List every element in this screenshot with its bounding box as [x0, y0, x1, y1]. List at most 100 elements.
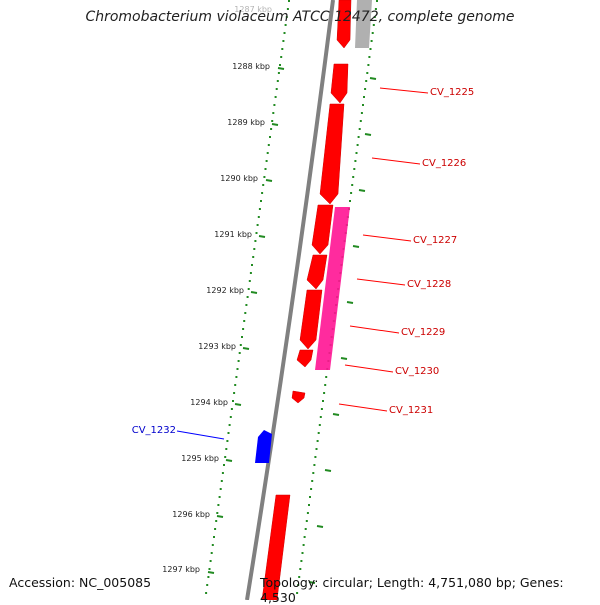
inner-guide-dot [224, 456, 227, 458]
outer-guide-dot [316, 440, 319, 442]
inner-major-tick [216, 515, 224, 518]
tick-label-1297: 1297 kbp [162, 565, 200, 574]
inner-guide-dot [269, 136, 271, 138]
gene-arrow-cv-1231 [291, 390, 306, 404]
gene-label-cv-1229: CV_1229 [401, 327, 445, 338]
outer-guide-dot [349, 200, 351, 202]
gene-arrow-cv-1232 [255, 430, 272, 463]
inner-guide-dot [238, 352, 241, 354]
inner-guide-dot [214, 528, 217, 530]
outer-guide-dot [322, 400, 324, 402]
outer-major-tick [324, 469, 332, 472]
leader-cv-1232 [176, 430, 225, 440]
inner-guide-dot [236, 368, 239, 370]
inner-guide-dot [230, 408, 233, 410]
leader-cv-1226 [371, 157, 421, 165]
inner-guide-dot [226, 440, 229, 442]
outer-guide-dot [368, 56, 371, 58]
leader-cv-1227 [362, 234, 412, 242]
outer-guide-dot [320, 408, 323, 410]
gene-arrow-cv-top [336, 0, 352, 49]
outer-guide-dot [374, 8, 377, 10]
inner-guide-dot [219, 488, 222, 490]
inner-guide-dot [260, 200, 262, 202]
outer-guide-dot [304, 528, 307, 530]
outer-guide-dot [365, 80, 368, 82]
tick-label-1290: 1290 kbp [220, 174, 258, 183]
tick-label-1291: 1291 kbp [214, 230, 252, 239]
gene-arrow-cv-1225 [330, 63, 349, 104]
genome-backbone [245, 0, 335, 600]
gene-arrow-cv-1229 [299, 289, 323, 350]
gene-label-cv-1228: CV_1228 [407, 279, 451, 290]
inner-guide-dot [227, 432, 230, 434]
grey-feature [355, 0, 372, 48]
inner-guide-dot [243, 320, 246, 322]
inner-guide-dot [285, 16, 288, 18]
inner-guide-dot [205, 592, 208, 594]
inner-guide-dot [228, 424, 231, 426]
outer-guide-dot [350, 192, 353, 194]
inner-guide-dot [249, 272, 252, 274]
inner-guide-dot [244, 312, 247, 314]
inner-major-tick [225, 459, 233, 462]
gene-features [255, 0, 372, 600]
outer-guide-dot [300, 560, 303, 562]
inner-guide-dot [225, 448, 228, 450]
inner-guide-dot [234, 384, 237, 386]
leader-cv-1229 [349, 325, 400, 334]
inner-guide-dot [265, 160, 268, 162]
outer-major-tick [369, 77, 377, 80]
gene-label-leaders [176, 87, 429, 440]
outer-guide-dot [319, 416, 322, 418]
inner-major-tick [234, 403, 242, 406]
inner-guide-dot [211, 544, 214, 546]
inner-guide-dot [206, 584, 209, 586]
inner-guide-dot [217, 504, 220, 506]
inner-guide-dot [272, 112, 275, 114]
inner-guide-dot [207, 576, 210, 578]
inner-guide-dot [274, 96, 277, 98]
inner-guide-dot [283, 32, 286, 34]
accession-text: Accession: NC_005085 [9, 575, 152, 590]
outer-guide-dot [362, 104, 364, 106]
gene-label-cv-1226: CV_1226 [422, 158, 466, 169]
outer-guide-dot [355, 152, 358, 154]
inner-guide-dot [239, 344, 242, 346]
outer-guide-dot [353, 168, 356, 170]
outer-guide-dot [356, 144, 359, 146]
outer-guide-dot [370, 40, 373, 42]
outer-guide-dot [310, 488, 313, 490]
tick-label-1288: 1288 kbp [232, 62, 270, 71]
inner-guide-dot [242, 328, 245, 330]
outer-guide-dot [372, 24, 375, 26]
inner-guide-dot [262, 184, 265, 186]
inner-guide-dot [261, 192, 264, 194]
gene-arrow-bottom [261, 494, 291, 600]
outer-guide-dot [299, 568, 302, 570]
outer-guide-dot [305, 520, 308, 522]
leader-cv-1228 [356, 278, 406, 286]
inner-guide-dot [273, 104, 276, 106]
outer-major-tick [358, 189, 366, 192]
tick-label-1296: 1296 kbp [172, 510, 210, 519]
inner-major-tick [277, 67, 285, 70]
inner-guide-dot [218, 496, 221, 498]
outer-guide-dot [324, 384, 327, 386]
inner-guide-dot [256, 224, 259, 226]
outer-guide-dot [323, 392, 326, 394]
inner-guide-dot [270, 128, 273, 130]
outer-guide-dot [318, 424, 321, 426]
outer-guide-dot [354, 160, 357, 162]
outer-guide-dot [376, 0, 378, 2]
inner-guide-dot [216, 512, 219, 514]
outer-major-tick [352, 245, 360, 248]
outer-guide-dot [369, 48, 372, 50]
inner-major-tick [258, 235, 266, 238]
outer-guide-dot [314, 456, 317, 458]
inner-guide-dot [233, 392, 236, 394]
outer-guide-dot [296, 592, 299, 594]
gene-label-cv-1225: CV_1225 [430, 87, 474, 98]
gene-label-cv-1227: CV_1227 [413, 235, 457, 246]
topology-text: Topology: circular; Length: 4,751,080 bp… [260, 575, 564, 605]
